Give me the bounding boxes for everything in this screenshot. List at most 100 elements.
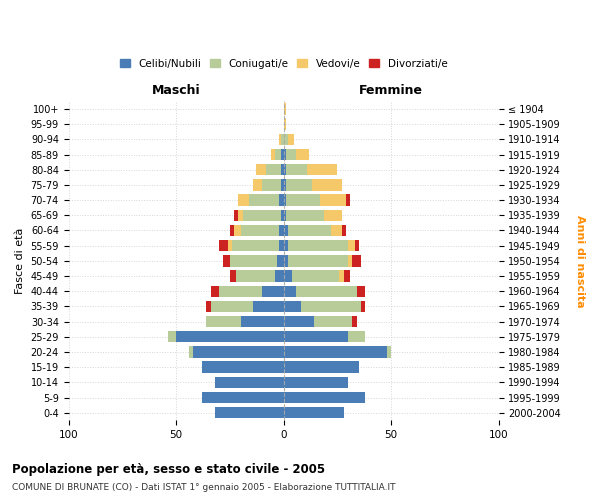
Bar [348, 240, 355, 252]
Bar [361, 300, 365, 312]
Bar [284, 210, 286, 221]
Bar [279, 225, 284, 236]
Bar [202, 392, 284, 403]
Bar [206, 316, 241, 328]
Bar [311, 179, 341, 190]
Bar [320, 194, 346, 206]
Bar [238, 194, 249, 206]
Bar [230, 270, 236, 281]
Bar [348, 255, 352, 266]
Bar [344, 270, 350, 281]
Text: Maschi: Maschi [152, 84, 200, 97]
Bar [238, 210, 243, 221]
Bar [275, 270, 284, 281]
Bar [286, 179, 311, 190]
Y-axis label: Fasce di età: Fasce di età [15, 228, 25, 294]
Bar [284, 149, 286, 160]
Bar [286, 164, 307, 175]
Bar [284, 286, 296, 297]
Bar [211, 286, 219, 297]
Bar [234, 225, 241, 236]
Bar [262, 179, 281, 190]
Bar [356, 286, 365, 297]
Bar [346, 194, 350, 206]
Bar [284, 179, 286, 190]
Bar [193, 346, 284, 358]
Text: Femmine: Femmine [359, 84, 423, 97]
Bar [352, 316, 356, 328]
Bar [284, 118, 286, 130]
Bar [234, 210, 238, 221]
Bar [340, 270, 344, 281]
Bar [241, 225, 279, 236]
Bar [314, 316, 352, 328]
Bar [284, 164, 286, 175]
Bar [275, 149, 281, 160]
Bar [241, 316, 284, 328]
Bar [284, 240, 288, 252]
Bar [325, 210, 341, 221]
Bar [284, 255, 288, 266]
Bar [219, 240, 228, 252]
Bar [279, 240, 284, 252]
Bar [341, 225, 346, 236]
Bar [281, 149, 284, 160]
Bar [307, 164, 337, 175]
Bar [281, 210, 284, 221]
Bar [284, 104, 286, 115]
Bar [355, 240, 359, 252]
Bar [202, 362, 284, 373]
Bar [215, 376, 284, 388]
Bar [296, 286, 356, 297]
Bar [253, 179, 262, 190]
Bar [279, 194, 284, 206]
Bar [236, 270, 275, 281]
Bar [286, 210, 325, 221]
Bar [206, 300, 211, 312]
Bar [281, 179, 284, 190]
Bar [230, 255, 277, 266]
Bar [230, 225, 234, 236]
Bar [277, 255, 284, 266]
Bar [249, 194, 279, 206]
Bar [331, 225, 341, 236]
Bar [288, 240, 348, 252]
Bar [266, 164, 281, 175]
Bar [284, 392, 365, 403]
Bar [219, 286, 262, 297]
Bar [284, 346, 387, 358]
Bar [286, 149, 296, 160]
Bar [284, 331, 348, 342]
Bar [284, 270, 292, 281]
Bar [243, 210, 281, 221]
Bar [288, 225, 331, 236]
Text: Popolazione per età, sesso e stato civile - 2005: Popolazione per età, sesso e stato civil… [12, 462, 325, 475]
Bar [348, 331, 365, 342]
Bar [281, 164, 284, 175]
Bar [284, 407, 344, 418]
Y-axis label: Anni di nascita: Anni di nascita [575, 214, 585, 307]
Bar [262, 286, 284, 297]
Bar [284, 376, 348, 388]
Bar [253, 300, 284, 312]
Bar [284, 316, 314, 328]
Bar [228, 240, 232, 252]
Bar [288, 255, 348, 266]
Bar [284, 225, 288, 236]
Bar [189, 346, 193, 358]
Bar [211, 300, 253, 312]
Legend: Celibi/Nubili, Coniugati/e, Vedovi/e, Divorziati/e: Celibi/Nubili, Coniugati/e, Vedovi/e, Di… [117, 56, 451, 72]
Bar [215, 407, 284, 418]
Bar [296, 149, 310, 160]
Bar [284, 300, 301, 312]
Bar [271, 149, 275, 160]
Text: COMUNE DI BRUNATE (CO) - Dati ISTAT 1° gennaio 2005 - Elaborazione TUTTITALIA.IT: COMUNE DI BRUNATE (CO) - Dati ISTAT 1° g… [12, 482, 395, 492]
Bar [352, 255, 361, 266]
Bar [284, 134, 288, 145]
Bar [284, 194, 286, 206]
Bar [167, 331, 176, 342]
Bar [223, 255, 230, 266]
Bar [279, 134, 281, 145]
Bar [176, 331, 284, 342]
Bar [232, 240, 279, 252]
